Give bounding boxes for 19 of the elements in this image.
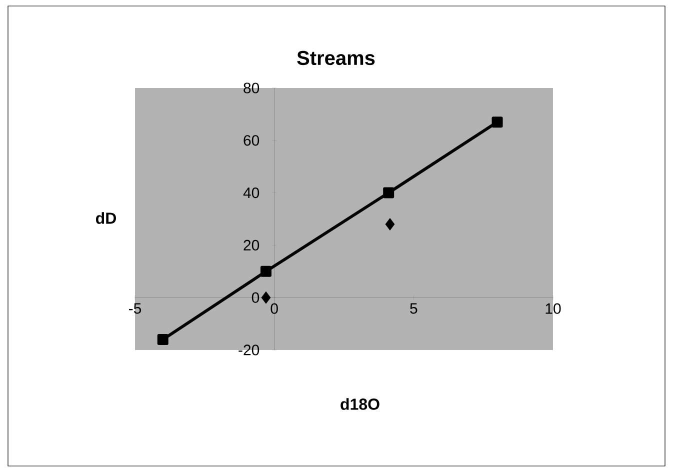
point [260,266,272,277]
point [383,187,394,198]
y-tick-label: 40 [243,187,260,198]
x-tick-label: 10 [546,303,561,314]
x-tick-label: -5 [128,303,142,314]
x-tick-label: 0 [270,303,278,314]
chart-title: Streams [297,50,375,66]
y-tick-label: -20 [238,344,260,356]
x-tick-label: 5 [410,303,418,314]
point [261,291,271,304]
point [492,116,503,128]
point [385,218,395,230]
x-axis-title: d18O [340,398,380,410]
y-tick-label: 60 [244,135,260,146]
point [157,334,168,346]
y-axis-title: dD [96,212,116,224]
y-tick-label: 20 [244,240,260,251]
y-tick-label: 0 [252,292,260,303]
y-tick-label: 80 [244,82,260,94]
